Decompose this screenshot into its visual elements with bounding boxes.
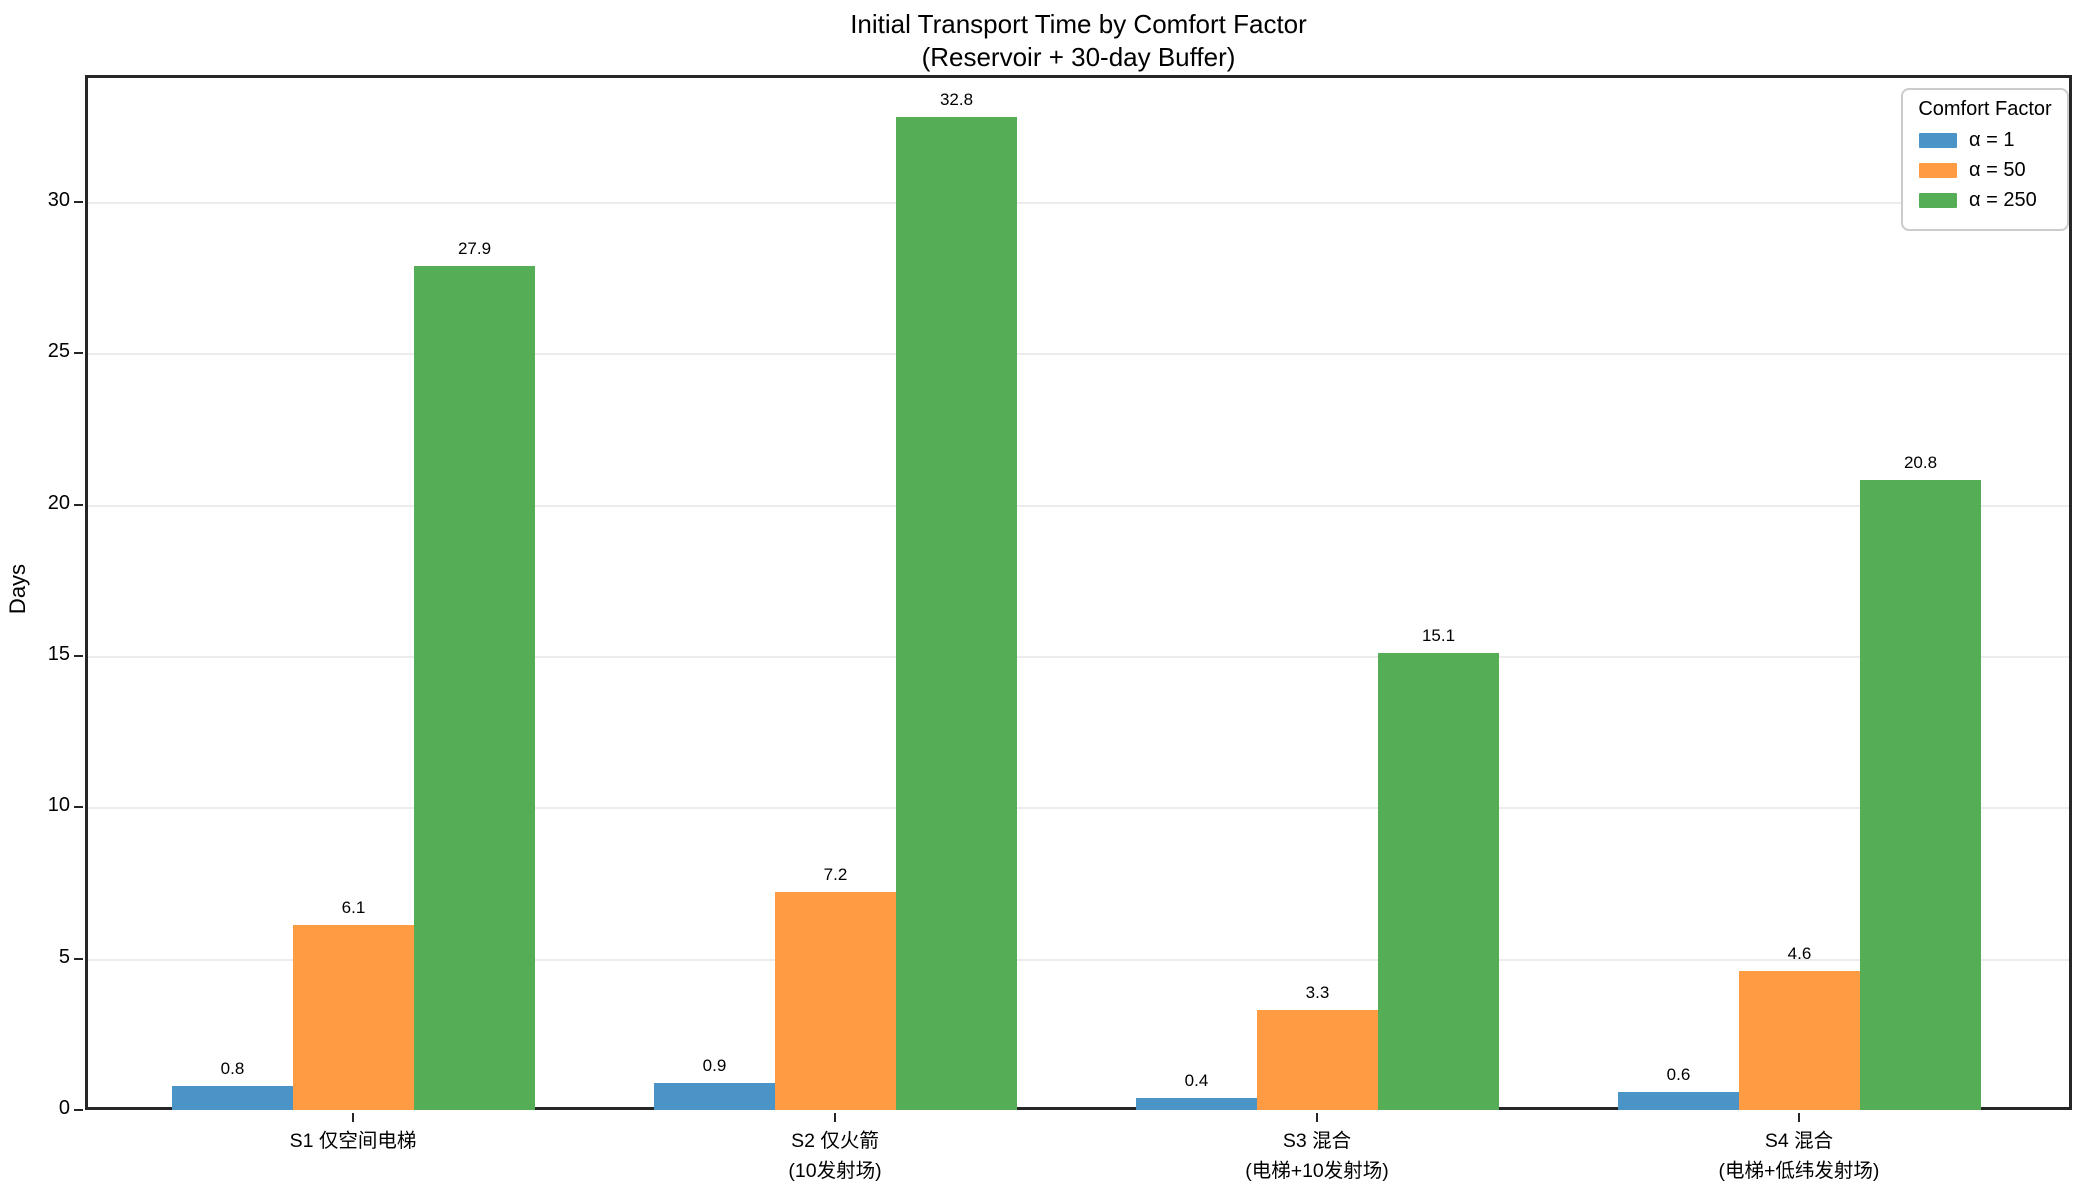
chart-title: Initial Transport Time by Comfort Factor… — [85, 8, 2072, 75]
x-tick-label-line: S4 混合 — [1764, 1130, 1834, 1152]
legend-swatch-icon — [1919, 193, 1957, 208]
y-tick-label-30: 30 — [47, 189, 70, 211]
x-tick-label-line: S3 混合 — [1282, 1130, 1352, 1152]
x-tick-label-line: (10发射场) — [788, 1160, 882, 1181]
y-tick-mark-10 — [74, 806, 83, 808]
gridline-y15 — [88, 656, 2069, 658]
chart-title-line2: (Reservoir + 30-day Buffer) — [921, 42, 1236, 73]
bar-value-label: 0.9 — [702, 1056, 727, 1075]
x-tick-label-line: (电梯+低纬发射场) — [1718, 1160, 1880, 1181]
bar-α=250-cat1 — [414, 266, 535, 1110]
bar-value-label: 0.6 — [1666, 1065, 1691, 1084]
legend-entry-label: α = 250 — [1969, 189, 2037, 211]
legend-entry-label: α = 1 — [1969, 129, 2015, 151]
y-tick-mark-25 — [74, 352, 83, 354]
chart-title-line1: Initial Transport Time by Comfort Factor — [850, 9, 1307, 39]
x-tick-mark-4 — [1798, 1113, 1800, 1122]
legend-entry: α = 1 — [1919, 129, 2057, 152]
y-tick-label-0: 0 — [58, 1097, 70, 1119]
y-tick-label-25: 25 — [47, 340, 70, 362]
gridline-y10 — [88, 807, 2069, 809]
y-tick-mark-20 — [74, 504, 83, 506]
bar-value-label: 27.9 — [457, 239, 492, 258]
y-tick-label-15: 15 — [47, 643, 70, 665]
bar-α=1-cat2 — [654, 1083, 775, 1110]
x-tick-mark-3 — [1316, 1113, 1318, 1122]
y-tick-mark-15 — [74, 655, 83, 657]
bar-α=250-cat3 — [1378, 653, 1499, 1110]
x-tick-label-3: S3 混合 (电梯+10发射场) — [1097, 1126, 1537, 1181]
gridline-y30 — [88, 202, 2069, 204]
bar-value-label: 7.2 — [823, 865, 848, 884]
bar-α=250-cat2 — [896, 117, 1017, 1110]
y-tick-label-5: 5 — [58, 946, 70, 968]
gridline-y5 — [88, 959, 2069, 961]
legend: Comfort Factor α = 1 α = 50 α = 250 — [1901, 88, 2069, 231]
gridline-y25 — [88, 353, 2069, 355]
gridline-y20 — [88, 505, 2069, 507]
bar-α=1-cat4 — [1618, 1092, 1739, 1110]
bar-α=1-cat1 — [172, 1086, 293, 1110]
y-tick-label-10: 10 — [47, 794, 70, 816]
legend-swatch-icon — [1919, 133, 1957, 148]
bar-value-label: 4.6 — [1787, 944, 1812, 963]
legend-entry: α = 50 — [1919, 159, 2057, 182]
bar-value-label: 32.8 — [939, 90, 974, 109]
bar-α=50-cat4 — [1739, 971, 1860, 1110]
bar-value-label: 0.8 — [220, 1059, 245, 1078]
bar-value-label: 3.3 — [1305, 983, 1330, 1002]
bar-α=50-cat3 — [1257, 1010, 1378, 1110]
legend-entry-label: α = 50 — [1969, 159, 2026, 181]
x-tick-mark-2 — [834, 1113, 836, 1122]
x-tick-label-2: S2 仅火箭 (10发射场) — [615, 1126, 1055, 1181]
legend-title: Comfort Factor — [1918, 98, 2052, 120]
y-tick-mark-0 — [74, 1109, 83, 1111]
y-tick-mark-30 — [74, 201, 83, 203]
x-tick-label-line: S1 仅空间电梯 — [289, 1130, 417, 1152]
legend-swatch-icon — [1919, 163, 1957, 178]
bar-value-label: 6.1 — [341, 898, 366, 917]
legend-entries: α = 1 α = 50 α = 250 — [1913, 129, 2057, 212]
legend-entry: α = 250 — [1919, 189, 2057, 212]
bar-α=50-cat1 — [293, 925, 414, 1110]
x-tick-mark-1 — [352, 1113, 354, 1122]
bar-value-label: 15.1 — [1421, 626, 1456, 645]
bar-α=1-cat3 — [1136, 1098, 1257, 1110]
bar-α=50-cat2 — [775, 892, 896, 1110]
x-tick-label-line: S2 仅火箭 — [791, 1130, 879, 1152]
y-tick-mark-5 — [74, 958, 83, 960]
bar-value-label: 20.8 — [1903, 453, 1938, 472]
x-tick-label-1: S1 仅空间电梯 — [133, 1126, 573, 1156]
y-tick-label-20: 20 — [47, 492, 70, 514]
x-tick-label-line: (电梯+10发射场) — [1245, 1160, 1389, 1181]
bar-α=250-cat4 — [1860, 480, 1981, 1110]
x-tick-label-4: S4 混合 (电梯+低纬发射场) — [1579, 1126, 2019, 1181]
bar-value-label: 0.4 — [1184, 1071, 1209, 1090]
